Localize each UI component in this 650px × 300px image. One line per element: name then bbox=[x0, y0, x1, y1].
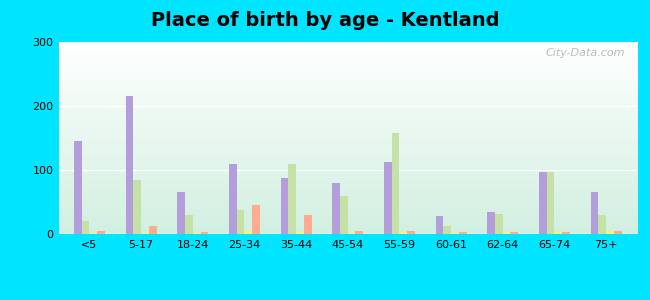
Bar bbox=[495, 214, 502, 234]
Bar bbox=[384, 162, 392, 234]
Bar bbox=[562, 232, 570, 234]
Bar bbox=[598, 215, 606, 234]
Bar bbox=[539, 172, 547, 234]
Bar bbox=[606, 231, 614, 234]
Bar bbox=[510, 232, 518, 234]
Bar bbox=[82, 221, 90, 234]
Bar bbox=[554, 232, 562, 234]
Bar bbox=[332, 183, 340, 234]
Bar bbox=[193, 233, 201, 234]
Bar bbox=[185, 215, 193, 234]
Bar bbox=[229, 164, 237, 234]
Text: City-Data.com: City-Data.com bbox=[546, 48, 625, 58]
Bar bbox=[296, 232, 304, 234]
Bar bbox=[502, 232, 510, 234]
Bar bbox=[74, 141, 82, 234]
Bar bbox=[488, 212, 495, 234]
Bar bbox=[590, 192, 598, 234]
Text: Place of birth by age - Kentland: Place of birth by age - Kentland bbox=[151, 11, 499, 29]
Bar bbox=[177, 192, 185, 234]
Bar bbox=[614, 231, 621, 234]
Bar bbox=[340, 196, 348, 234]
Bar bbox=[281, 178, 289, 234]
Bar bbox=[289, 164, 296, 234]
Bar bbox=[399, 232, 407, 234]
Bar bbox=[451, 233, 459, 234]
Bar bbox=[125, 96, 133, 234]
Bar bbox=[407, 231, 415, 234]
Bar bbox=[237, 210, 244, 234]
Bar bbox=[443, 226, 451, 234]
Bar bbox=[356, 231, 363, 234]
Bar bbox=[201, 232, 208, 234]
Bar bbox=[141, 233, 149, 234]
Bar bbox=[436, 216, 443, 234]
Bar bbox=[459, 232, 467, 234]
Bar bbox=[90, 233, 97, 234]
Bar bbox=[244, 231, 252, 234]
Bar bbox=[392, 133, 399, 234]
Bar bbox=[149, 226, 157, 234]
Bar bbox=[547, 172, 554, 234]
Bar bbox=[304, 215, 311, 234]
Bar bbox=[348, 233, 356, 234]
Bar bbox=[252, 205, 260, 234]
Bar bbox=[133, 180, 141, 234]
Bar bbox=[98, 231, 105, 234]
